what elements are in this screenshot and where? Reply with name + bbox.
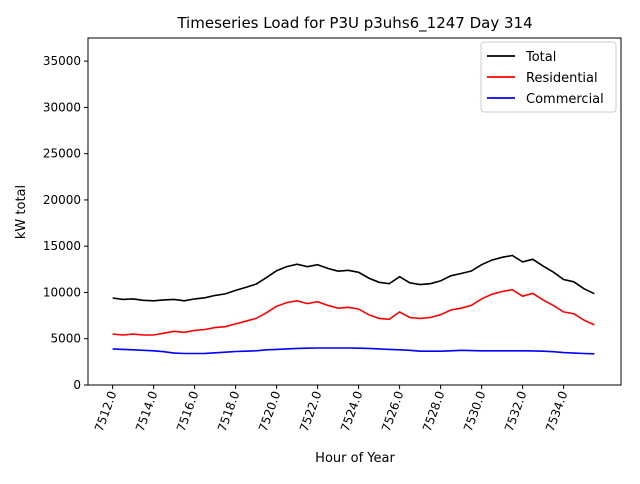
- y-tick-label: 5000: [50, 332, 81, 346]
- legend-label: Total: [525, 50, 556, 65]
- y-tick-label: 15000: [43, 239, 81, 253]
- y-tick-label: 35000: [43, 54, 81, 68]
- x-tick-label: 7526.0: [379, 389, 407, 433]
- x-tick-label: 7522.0: [297, 389, 325, 433]
- y-tick-label: 10000: [43, 285, 81, 299]
- x-tick-label: 7520.0: [256, 389, 284, 433]
- x-tick-label: 7532.0: [502, 389, 530, 433]
- x-tick-label: 7530.0: [461, 389, 489, 433]
- series-line-commercial: [112, 347, 595, 355]
- y-axis-label: kW total: [14, 185, 29, 239]
- series-line-total: [112, 254, 595, 302]
- legend-box: [480, 41, 617, 113]
- y-tick-label: 30000: [43, 100, 81, 114]
- y-tick-label: 25000: [43, 147, 81, 161]
- legend: Total Residential Commercial: [480, 41, 617, 113]
- legend-label: Residential: [526, 71, 598, 86]
- series-line-residential: [112, 288, 595, 336]
- chart-title: Timeseries Load for P3U p3uhs6_1247 Day …: [176, 14, 532, 33]
- plot-frame: [87, 37, 622, 386]
- x-tick-label: 7534.0: [543, 389, 571, 433]
- x-tick-label: 7518.0: [215, 389, 243, 433]
- y-tick-label: 20000: [43, 193, 81, 207]
- x-axis-label: Hour of Year: [315, 451, 395, 466]
- legend-label: Commercial: [526, 92, 604, 107]
- x-tick-label: 7512.0: [92, 389, 120, 433]
- x-tick-label: 7524.0: [338, 389, 366, 433]
- x-tick-label: 7516.0: [174, 389, 202, 433]
- x-tick-label: 7514.0: [133, 389, 161, 433]
- x-tick-label: 7528.0: [420, 389, 448, 433]
- y-tick-label: 0: [73, 378, 81, 392]
